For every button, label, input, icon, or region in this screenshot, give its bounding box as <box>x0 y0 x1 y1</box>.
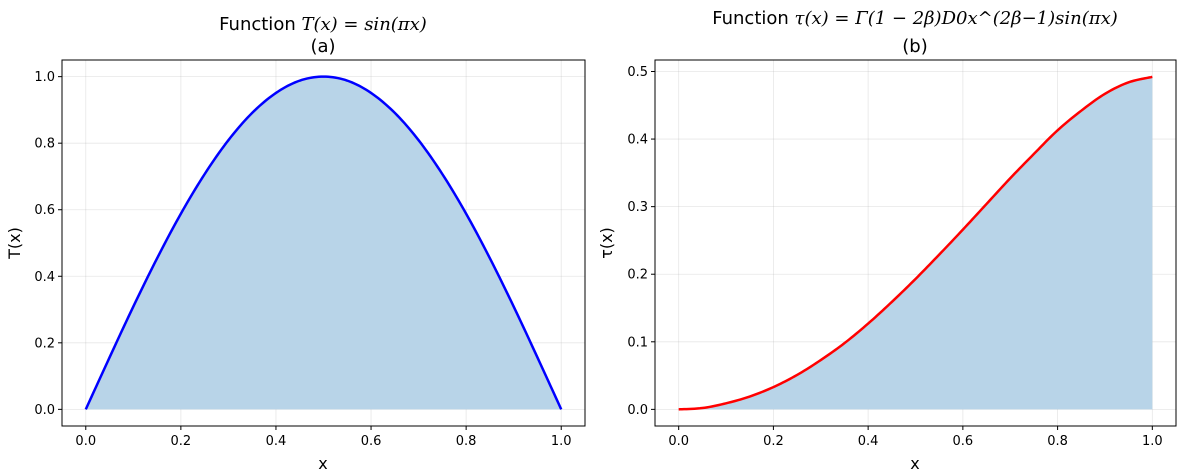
chart-a-ticks: 0.0 0.2 0.4 0.6 0.8 1.0 0.0 0.2 0.4 0.6 0.8 1.0 <box>34 70 571 449</box>
chart-a-ytick-label: 0.4 <box>34 270 55 285</box>
chart-a-ytick-label: 0.2 <box>34 336 55 351</box>
chart-b-ytick-label: 0.1 <box>627 335 648 350</box>
chart-b-xtick-label: 0.2 <box>763 434 784 449</box>
chart-a-line <box>84 75 563 410</box>
chart-b-title: Function τ(x) = Γ(1 − 2β)D0x^(2β−1)sin(π… <box>712 8 1118 29</box>
chart-b-area-fill <box>678 76 1153 410</box>
chart-a-title: Function T(x) = sin(πx) <box>219 14 427 35</box>
chart-b-ytick-label: 0.4 <box>627 133 648 148</box>
chart-b-xtick-label: 0.0 <box>668 434 689 449</box>
chart-b-title-prefix: Function <box>712 8 794 29</box>
chart-b-xtick-label: 1.0 <box>1142 434 1163 449</box>
chart-a-area-fill <box>85 76 562 410</box>
chart-a-xtick-label: 0.0 <box>75 434 96 449</box>
chart-a-xtick-label: 0.8 <box>456 434 477 449</box>
chart-a-xtick-label: 0.2 <box>171 434 192 449</box>
chart-a-xtick-label: 0.4 <box>266 434 287 449</box>
chart-b-subtitle: (b) <box>902 36 927 57</box>
chart-b-xtick-label: 0.8 <box>1047 434 1068 449</box>
chart-b-ytick-label: 0.2 <box>627 268 648 283</box>
chart-a-frame <box>61 59 586 427</box>
chart-a-title-formula: T(x) = sin(πx) <box>301 14 426 35</box>
chart-b-xtick-label: 0.6 <box>953 434 974 449</box>
chart-b-xlabel: x <box>910 454 919 473</box>
chart-a-xlabel: x <box>318 454 327 473</box>
chart-a-title-prefix: Function <box>219 14 301 35</box>
chart-b-title-formula: τ(x) = Γ(1 − 2β)D0x^(2β−1)sin(πx) <box>795 8 1118 29</box>
chart-b-ylabel: τ(x) <box>597 227 616 259</box>
chart-a-ytick-label: 0.0 <box>34 403 55 418</box>
chart-b-ytick-label: 0.0 <box>627 403 648 418</box>
chart-a-subtitle: (a) <box>310 36 335 57</box>
chart-panel-b: Function τ(x) = Γ(1 − 2β)D0x^(2β−1)sin(π… <box>597 8 1177 473</box>
chart-panel-a: Function T(x) = sin(πx) (a) 0.0 0.2 0.4 0.6… <box>5 14 586 473</box>
chart-a-ytick-label: 0.6 <box>34 203 55 218</box>
chart-a-ytick-label: 1.0 <box>34 70 55 85</box>
chart-a-ylabel: T(x) <box>5 227 24 260</box>
chart-a-ytick-label: 0.8 <box>34 137 55 152</box>
chart-b-xtick-label: 0.4 <box>858 434 879 449</box>
chart-a-xtick-label: 0.6 <box>361 434 382 449</box>
chart-b-line <box>678 75 1153 411</box>
chart-b-ticks: 0.0 0.2 0.4 0.6 0.8 1.0 0.0 0.1 0.2 0.3 0.4 0.5 <box>627 65 1162 449</box>
chart-b-ytick-label: 0.5 <box>627 65 648 80</box>
chart-a-xtick-label: 1.0 <box>551 434 572 449</box>
chart-b-frame <box>654 59 1177 427</box>
chart-b-ytick-label: 0.3 <box>627 200 648 215</box>
